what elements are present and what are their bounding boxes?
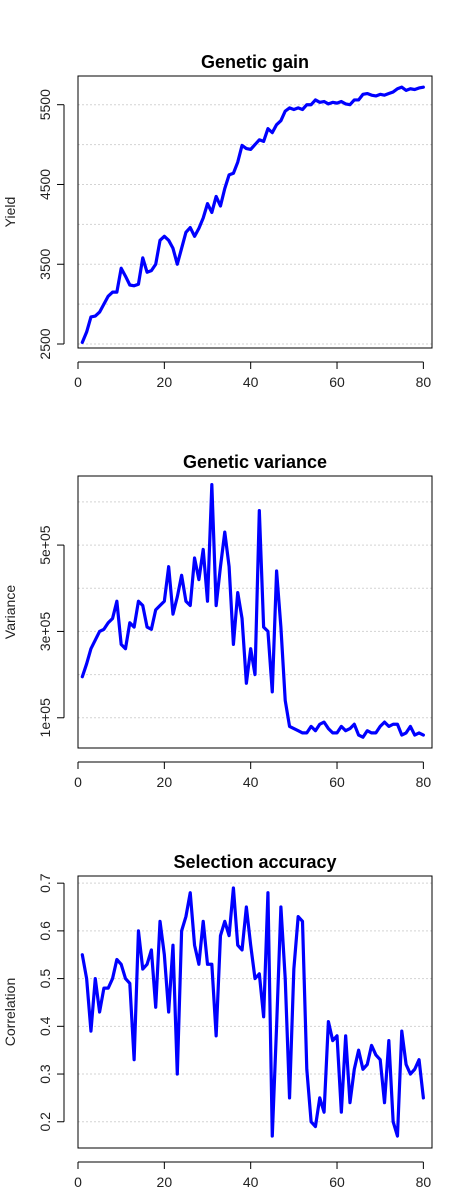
x-tick-label: 20: [157, 374, 173, 390]
y-axis-label: Variance: [2, 585, 18, 639]
x-tick-label: 80: [416, 1174, 432, 1190]
genetic-variance-chart: Genetic variance 0 20 40 60 80 1e+05 3e+05 5e+05…: [2, 452, 433, 790]
y-tick-label: 5500: [37, 89, 53, 120]
x-tick-label: 20: [157, 1174, 173, 1190]
chart-title: Selection accuracy: [173, 852, 336, 872]
y-tick-label: 3e+05: [37, 612, 53, 652]
x-tick-label: 0: [74, 774, 82, 790]
series-line: [80, 483, 425, 739]
x-tick-label: 40: [243, 774, 259, 790]
y-tick-label: 0.5: [37, 969, 53, 989]
y-tick-label: 4500: [37, 169, 53, 200]
series-line: [80, 85, 425, 345]
y-tick-label: 0.2: [37, 1112, 53, 1132]
selection-accuracy-chart: Selection accuracy 0 20 40 60 80 0.2 0.3 0.4 0.5 0…: [2, 852, 433, 1190]
x-tick-label: 60: [329, 374, 345, 390]
x-tick-label: 80: [416, 374, 432, 390]
y-tick-label: 1e+05: [37, 698, 53, 738]
x-tick-label: 80: [416, 774, 432, 790]
chart-title: Genetic variance: [183, 452, 327, 472]
plot-frame: [77, 875, 433, 1149]
y-tick-label: 0.7: [37, 873, 53, 893]
gridlines: [78, 501, 432, 719]
y-tick-label: 0.6: [37, 921, 53, 941]
y-axis-label: Yield: [2, 197, 18, 228]
gridlines: [78, 104, 432, 345]
x-tick-label: 0: [74, 1174, 82, 1190]
y-tick-label: 3500: [37, 248, 53, 279]
y-tick-label: 5e+05: [37, 525, 53, 565]
x-tick-label: 0: [74, 374, 82, 390]
x-tick-label: 40: [243, 1174, 259, 1190]
genetic-gain-chart: Genetic gain0204060802500350045005500Yea…: [2, 52, 433, 390]
y-tick-label: 2500: [37, 328, 53, 359]
x-tick-label: 20: [157, 774, 173, 790]
series-line: [80, 886, 425, 1138]
x-tick-label: 40: [243, 374, 259, 390]
plot-frame: [77, 75, 433, 349]
y-axis-label: Correlation: [2, 978, 18, 1046]
plot-frame: [77, 475, 433, 749]
y-tick-label: 0.4: [37, 1016, 53, 1036]
x-tick-label: 60: [329, 774, 345, 790]
x-tick-label: 60: [329, 1174, 345, 1190]
y-tick-label: 0.3: [37, 1064, 53, 1084]
chart-title: Genetic gain: [201, 52, 309, 72]
